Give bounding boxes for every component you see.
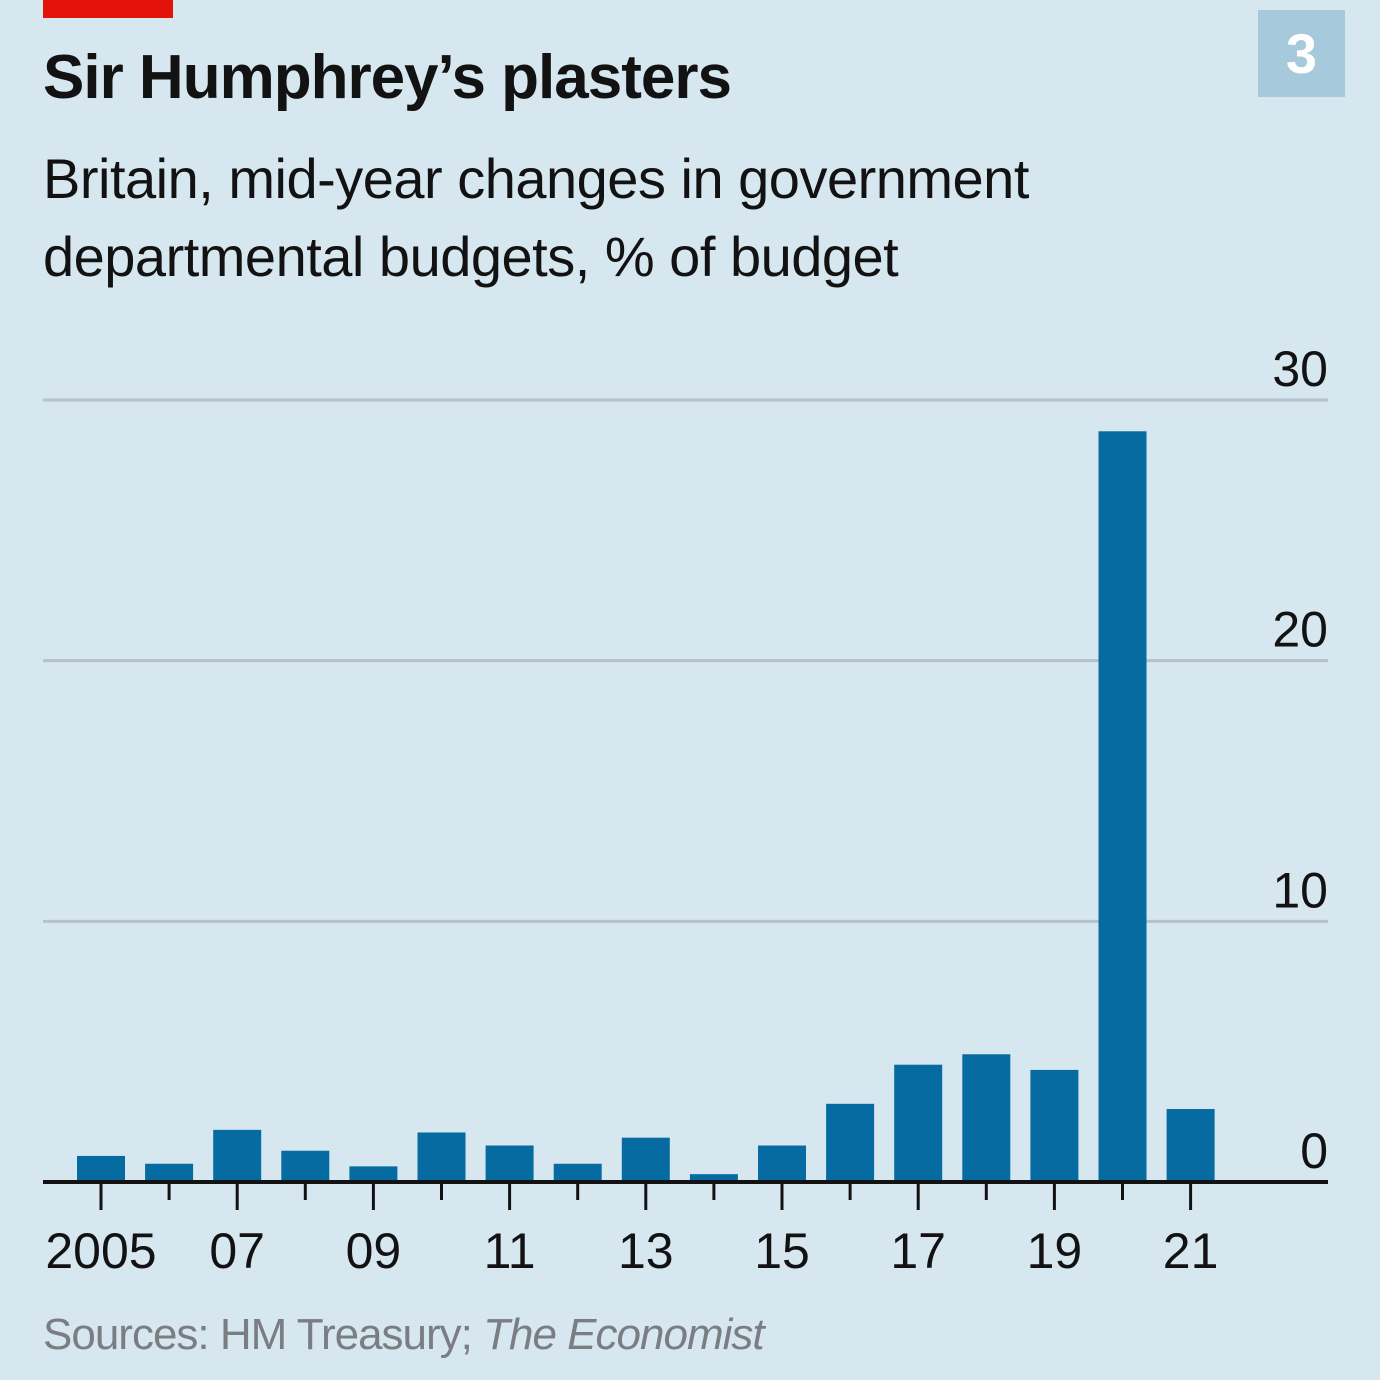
source-prefix: Sources: HM Treasury; [43,1310,484,1359]
y-tick-label-0: 0 [1300,1123,1328,1179]
x-tick-label-2005: 2005 [45,1223,156,1279]
chart-title: Sir Humphrey’s plasters [43,43,732,112]
x-tick-labels: 2005 07 09 11 13 15 17 19 21 [45,1223,1218,1279]
chart-subtitle: Britain, mid-year changes in government … [43,147,1029,288]
bar-2011 [485,1145,534,1182]
bars [77,431,1215,1182]
bar-2019 [1030,1069,1079,1182]
x-tick-label-2019: 19 [1027,1223,1083,1279]
chart-number-badge: 3 [1258,10,1345,97]
x-tick-label-2011: 11 [484,1223,536,1279]
bar-2006 [145,1163,194,1182]
bar-2021 [1166,1109,1215,1182]
bar-2014 [689,1174,738,1182]
economist-red-tag [43,0,173,18]
bar-2007 [213,1129,262,1182]
bar-2008 [281,1150,330,1182]
bar-2018 [962,1054,1011,1182]
bar-2020 [1098,431,1147,1182]
source-italic: The Economist [483,1310,764,1359]
x-tick-label-2015: 15 [754,1223,810,1279]
y-tick-label-20: 20 [1272,602,1328,658]
x-tick-label-2007: 07 [209,1223,265,1279]
y-tick-labels: 0 10 20 30 [1272,341,1328,1179]
x-tick-label-2017: 17 [890,1223,946,1279]
bar-2009 [349,1166,398,1182]
y-tick-label-30: 30 [1272,341,1328,397]
x-tick-label-2021: 21 [1163,1223,1219,1279]
bar-2017 [894,1064,943,1182]
bar-2010 [417,1132,466,1182]
source-note: Sources: HM Treasury; The Economist [43,1310,765,1360]
x-tick-label-2009: 09 [346,1223,402,1279]
y-tick-label-10: 10 [1272,862,1328,918]
bar-2012 [553,1163,602,1182]
bar-2013 [621,1137,670,1182]
x-axis [43,1180,1328,1210]
bar-2015 [758,1145,806,1182]
x-tick-label-2013: 13 [618,1223,674,1279]
bar-2005 [77,1155,125,1182]
bar-2016 [826,1103,875,1182]
